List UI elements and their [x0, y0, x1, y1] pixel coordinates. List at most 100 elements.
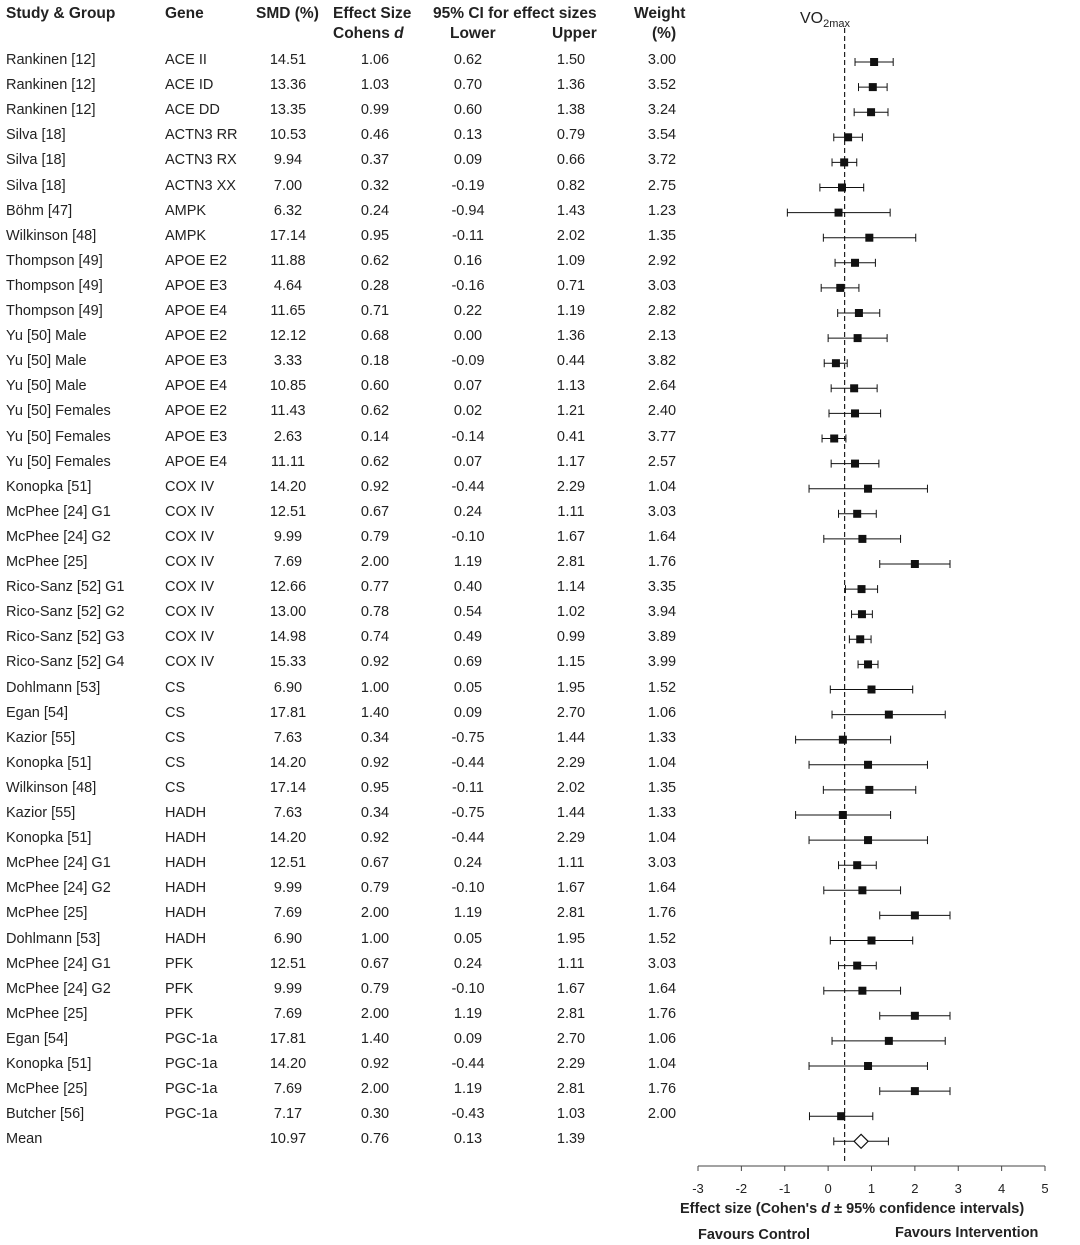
cell-study: Dohlmann [53]: [6, 930, 101, 947]
cell-lower: 0.69: [453, 654, 483, 671]
effect-point: [857, 610, 866, 619]
cell-upper: 2.29: [556, 830, 586, 847]
cell-upper: 1.13: [556, 378, 586, 395]
cell-gene: APOE E2: [165, 328, 228, 345]
cell-weight: 1.76: [647, 1005, 677, 1022]
cell-es: 0.46: [360, 127, 390, 144]
cell-study: Yu [50] Male: [6, 353, 87, 370]
cell-gene: APOE E2: [165, 252, 228, 269]
cell-lower: 0.24: [453, 955, 483, 972]
effect-point: [851, 459, 860, 468]
cell-weight: 1.76: [647, 554, 677, 570]
effect-point: [867, 936, 876, 945]
cell-upper: 1.11: [557, 503, 585, 520]
cell-es: 0.37: [360, 152, 390, 169]
cell-weight: 2.92: [647, 252, 677, 269]
cell-smd: 13.36: [269, 77, 307, 94]
cell-weight: 3.52: [647, 77, 677, 94]
cell-smd: 15.33: [269, 654, 307, 671]
table-row: Yu [50] Females APOE E2 11.43 0.62 0.02 1.21 2…: [0, 403, 700, 428]
cell-smd: 12.66: [269, 579, 307, 596]
cell-lower: -0.16: [451, 277, 485, 294]
cell-gene: ACTN3 RX: [165, 152, 237, 169]
cell-smd: 7.17: [273, 1106, 303, 1123]
cell-upper: 0.66: [556, 152, 586, 169]
cell-upper: 1.09: [556, 252, 586, 269]
effect-point: [853, 334, 862, 343]
cell-study: Yu [50] Male: [6, 378, 87, 395]
cell-weight: 3.03: [647, 855, 677, 872]
cell-weight: 3.94: [647, 604, 677, 621]
cell-es: 0.14: [360, 428, 390, 445]
cell-weight: 3.03: [647, 955, 677, 972]
cell-weight: 2.75: [647, 177, 677, 194]
table-row: Böhm [47] AMPK 6.32 0.24 -0.94 1.43 1.23: [0, 203, 700, 228]
cell-es: 0.28: [360, 277, 390, 294]
table-row: McPhee [24] G2 PFK 9.99 0.79 -0.10 1.67 1.64: [0, 981, 700, 1006]
cell-gene: CS: [165, 729, 186, 746]
cell-smd: 14.20: [269, 754, 307, 771]
cell-es: 0.95: [360, 779, 390, 796]
table-row: Thompson [49] APOE E3 4.64 0.28 -0.16 0.71 3.0…: [0, 278, 700, 303]
cell-es: 0.30: [360, 1106, 390, 1123]
table-row: Silva [18] ACTN3 RX 9.94 0.37 0.09 0.66 3.72: [0, 152, 700, 177]
cell-smd: 4.64: [273, 277, 303, 294]
cell-gene: PGC-1a: [165, 1081, 218, 1098]
cell-es: 0.68: [360, 328, 390, 345]
cell-smd: 14.51: [269, 52, 307, 68]
cell-smd: 2.63: [273, 428, 303, 445]
cell-es: 0.62: [360, 252, 390, 269]
cell-gene: ACE DD: [165, 102, 220, 119]
effect-point: [884, 710, 893, 719]
cell-es: 0.76: [360, 1131, 390, 1148]
cell-lower: 0.24: [453, 855, 483, 872]
cell-study: Silva [18]: [6, 127, 66, 144]
cell-study: Silva [18]: [6, 152, 66, 169]
cell-study: Egan [54]: [6, 1030, 69, 1047]
effect-point: [853, 961, 862, 970]
effect-point: [865, 233, 874, 242]
header-cohens-label: Cohens: [333, 25, 395, 42]
cell-gene: ACTN3 RR: [165, 127, 238, 144]
x-axis-label-d: d: [821, 1201, 831, 1217]
cell-gene: CS: [165, 679, 186, 696]
cell-weight: 3.54: [647, 127, 677, 144]
cell-upper: 1.03: [556, 1106, 586, 1123]
cell-upper: 1.95: [556, 679, 586, 696]
cell-study: Butcher [56]: [6, 1106, 85, 1123]
cell-weight: 2.40: [647, 403, 677, 420]
effect-point: [910, 1087, 919, 1096]
x-tick-label: 5: [1041, 1181, 1048, 1196]
cell-lower: 0.09: [453, 152, 483, 169]
cell-gene: HADH: [165, 930, 207, 947]
cell-gene: CS: [165, 779, 186, 796]
cell-lower: 0.54: [453, 604, 483, 621]
effect-point: [831, 359, 840, 368]
cell-lower: 0.16: [453, 252, 483, 269]
cell-es: 0.34: [360, 729, 390, 746]
effect-point: [868, 83, 877, 92]
effect-point: [853, 509, 862, 518]
table-row: Konopka [51] COX IV 14.20 0.92 -0.44 2.29 1.04: [0, 479, 700, 504]
cell-weight: 1.23: [647, 202, 677, 219]
cell-upper: 2.81: [556, 1081, 586, 1098]
cell-upper: 1.38: [556, 102, 586, 119]
cell-lower: 0.22: [453, 303, 483, 319]
cell-smd: 7.00: [273, 177, 303, 194]
cell-smd: 11.88: [270, 252, 306, 269]
cell-lower: 0.49: [453, 629, 483, 646]
cell-upper: 1.67: [556, 980, 586, 997]
cell-lower: 0.40: [453, 579, 483, 596]
cell-study: McPhee [24] G2: [6, 980, 111, 997]
cell-gene: HADH: [165, 830, 207, 847]
cell-study: Yu [50] Females: [6, 453, 111, 470]
cell-gene: HADH: [165, 905, 207, 922]
cell-gene: PGC-1a: [165, 1056, 218, 1072]
table-row: McPhee [25] PGC-1a 7.69 2.00 1.19 2.81 1.76: [0, 1081, 700, 1106]
table-row: Yu [50] Male APOE E4 10.85 0.60 0.07 1.13 2.64: [0, 378, 700, 403]
cell-smd: 17.81: [269, 1030, 307, 1047]
cell-smd: 9.94: [273, 152, 303, 169]
effect-point: [837, 1112, 846, 1121]
table-row: Silva [18] ACTN3 RR 10.53 0.46 0.13 0.79 3.54: [0, 127, 700, 152]
x-tick-label: 4: [998, 1181, 1005, 1196]
